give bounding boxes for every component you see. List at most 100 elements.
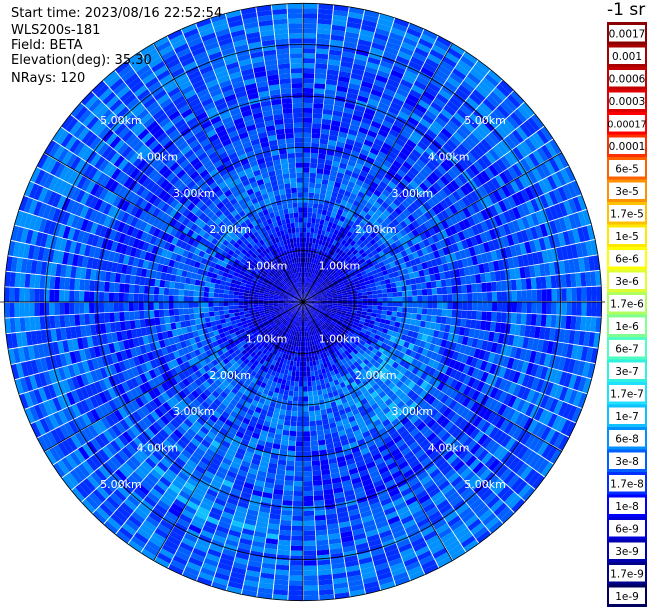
beta-gate [390,27,406,37]
beta-gate [357,255,364,261]
beta-gate [350,119,361,127]
beta-gate [332,302,338,304]
beta-gate [305,292,308,298]
beta-gate [284,415,292,421]
beta-gate [303,366,307,372]
beta-gate [509,346,518,359]
beta-gate [303,92,314,99]
beta-gate [303,361,307,367]
beta-gate [511,193,521,207]
beta-gate [364,248,372,255]
beta-gate [384,233,392,241]
beta-gate [492,353,501,365]
beta-gate [379,124,391,134]
beta-gate [457,293,463,302]
beta-gate [470,357,479,368]
beta-gate [342,302,348,305]
beta-gate [363,14,379,23]
beta-gate [437,302,443,309]
beta-gate [317,389,323,396]
beta-gate [346,309,353,313]
beta-gate [371,290,378,295]
beta-gate [543,236,552,250]
beta-gate [501,185,512,198]
beta-gate [346,291,353,295]
beta-gate [504,323,511,335]
beta-gate [332,265,339,271]
beta-gate [496,302,503,312]
beta-gate [285,470,295,477]
beta-gate [357,39,372,47]
beta-gate [306,366,311,372]
beta-gate [315,259,319,265]
beta-gate [367,209,375,217]
beta-gate [331,160,340,168]
beta-gate [449,72,464,85]
beta-gate [445,340,453,350]
beta-gate [362,298,368,302]
beta-gate [308,396,314,402]
beta-gate [316,254,321,261]
beta-gate [392,22,408,33]
beta-gate [330,250,336,256]
beta-gate [582,378,592,394]
beta-gate [341,51,356,59]
beta-gate [439,199,449,210]
beta-gate [563,372,573,388]
beta-gate [444,51,460,64]
beta-gate [417,295,423,302]
beta-gate [330,256,336,262]
beta-gate [460,276,467,285]
beta-gate [337,303,343,307]
beta-gate [401,312,407,319]
beta-gate [311,127,321,134]
beta-gate [299,371,303,377]
beta-gate [424,275,431,283]
beta-gate [431,308,438,316]
beta-gate [324,241,330,248]
beta-gate [511,290,518,302]
beta-gate [361,143,372,152]
beta-gate [525,278,532,290]
beta-gate [530,391,541,405]
beta-gate [466,72,481,85]
beta-gate [431,287,438,295]
beta-gate [307,296,312,300]
beta-gate [428,367,437,377]
beta-gate [456,259,464,269]
beta-gate [487,69,503,84]
beta-gate [375,267,382,274]
beta-gate [421,262,428,270]
beta-gate [474,234,483,245]
beta-gate [421,288,428,296]
beta-gate [307,277,310,283]
beta-gate [421,314,427,322]
beta-gate [312,263,316,269]
beta-gate [508,149,520,164]
beta-gate [404,32,420,43]
beta-gate [586,363,596,379]
beta-gate [497,354,505,366]
beta-gate [303,58,316,64]
beta-gate [341,245,347,252]
beta-gate [568,389,578,405]
beta-gate [444,227,453,237]
beta-gate [493,401,503,414]
beta-gate [550,315,557,328]
beta-gate [297,411,303,417]
beta-gate [318,286,324,291]
beta-gate [426,175,436,186]
beta-gate [476,142,489,155]
beta-gate [530,313,537,326]
beta-gate [293,391,299,397]
beta-gate [311,142,320,149]
beta-gate [433,250,441,259]
beta-gate [546,288,552,302]
beta-gate [320,250,326,257]
beta-gate [465,355,474,366]
beta-gate [286,400,293,406]
beta-gate [543,353,552,367]
beta-gate [457,173,468,185]
beta-gate [466,366,475,377]
beta-gate [398,351,406,359]
